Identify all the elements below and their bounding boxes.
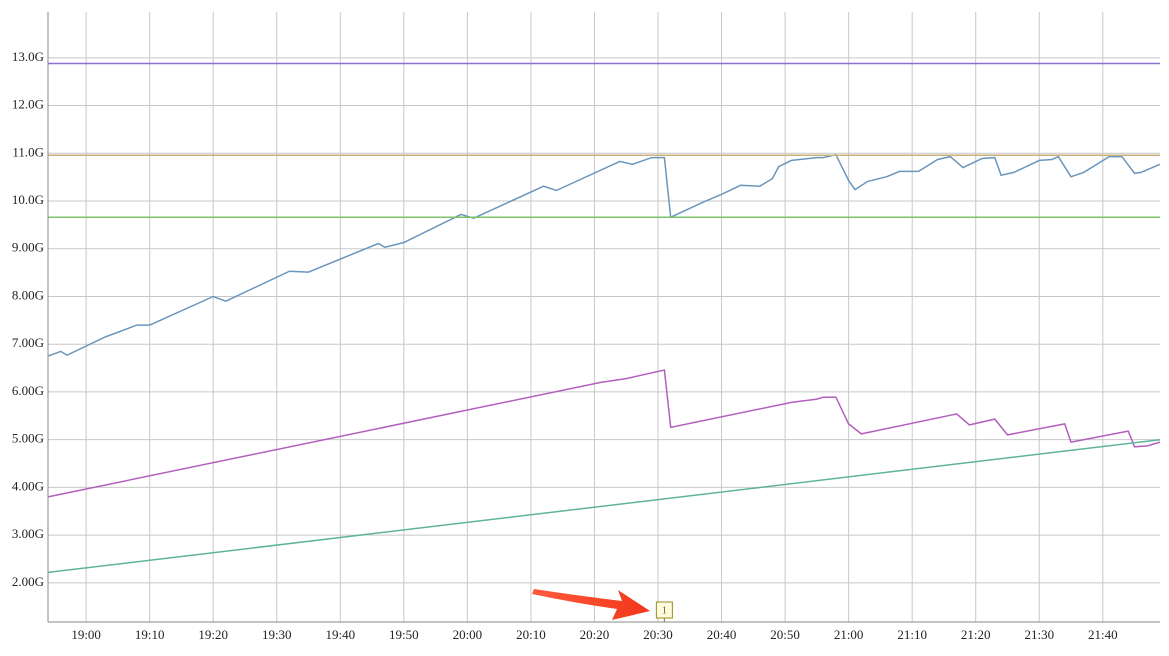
x-tick-label: 19:30 [262,627,292,642]
annotation-box [655,601,673,619]
y-tick-label: 10.0G [12,192,44,207]
y-tick-label: 4.00G [12,478,44,493]
x-tick-label: 19:00 [71,627,101,642]
x-tick-label: 20:40 [707,627,737,642]
x-tick-label: 20:50 [770,627,800,642]
x-tick-label: 20:10 [516,627,546,642]
x-tick-label: 20:00 [453,627,483,642]
y-tick-label: 5.00G [12,431,44,446]
x-tick-label: 21:20 [961,627,991,642]
y-tick-label: 8.00G [12,287,44,302]
x-tick-label: 19:50 [389,627,419,642]
x-tick-label: 19:40 [325,627,355,642]
x-tick-label: 20:30 [643,627,673,642]
annotation-label: 1 [662,605,668,617]
grid [48,12,1160,622]
x-tick-label: 19:20 [198,627,228,642]
y-tick-label: 2.00G [12,574,44,589]
pointer-arrow [532,589,650,620]
y-tick-label: 7.00G [12,335,44,350]
series-layer [47,62,1161,574]
x-tick-label: 21:30 [1024,627,1054,642]
x-tick-label: 21:00 [834,627,864,642]
x-tick-label: 21:10 [897,627,927,642]
y-tick-label: 6.00G [12,383,44,398]
x-tick-label: 19:10 [135,627,165,642]
series-line [47,369,1161,498]
y-tick-label: 13.0G [12,49,44,64]
y-tick-label: 12.0G [12,97,44,112]
x-tick-label: 21:40 [1088,627,1118,642]
x-tick-label: 20:20 [580,627,610,642]
y-tick-label: 3.00G [12,526,44,541]
y-tick-label: 11.0G [12,144,44,159]
series-line [47,153,1161,357]
series-line [47,438,1161,574]
y-tick-label: 9.00G [12,240,44,255]
